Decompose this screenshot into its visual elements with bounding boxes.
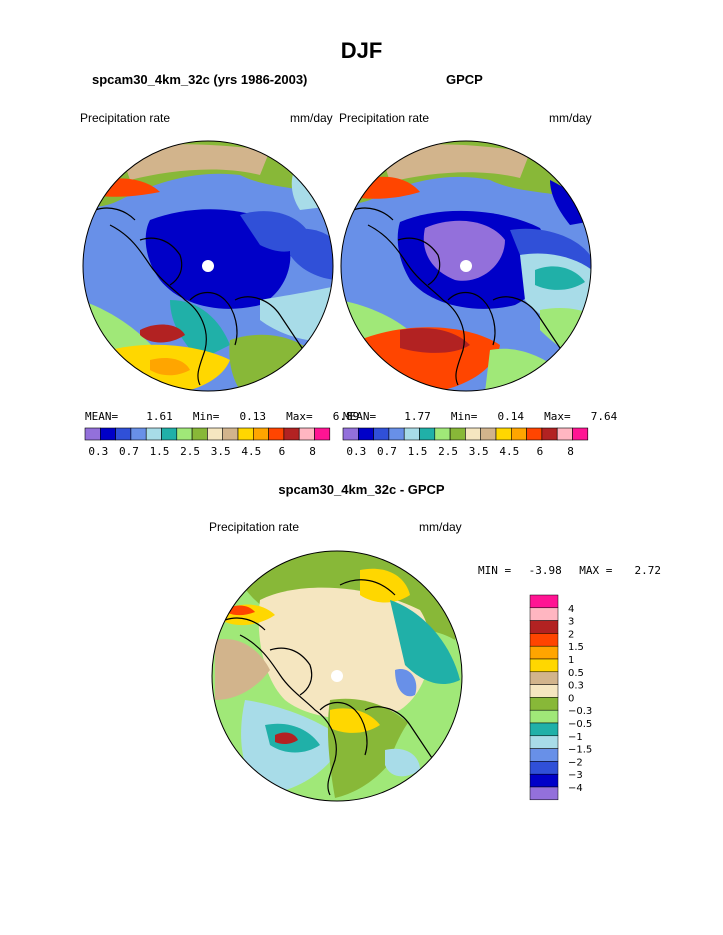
diff-colorbar-tick-label: 0.5 xyxy=(568,668,584,679)
panel-2-colorbar: 0.3 0.7 1.5 2.5 3.5 4.5 6 8 xyxy=(342,427,589,458)
panel-1-colorbar-tick-label: 8 xyxy=(309,445,316,458)
diff-coastlines xyxy=(224,579,441,796)
panel-1-colorbar-tick-label: 4.5 xyxy=(241,445,261,458)
panel-2-min-label: Min= xyxy=(450,410,478,423)
diff-colorbar-swatch xyxy=(529,773,559,788)
panel-1-colorbar-tick-label: 0.7 xyxy=(119,445,139,458)
panel-2-colorbar-tick-label: 8 xyxy=(567,445,574,458)
panel-1-min-label: Min= xyxy=(192,410,220,423)
diff-pole-marker xyxy=(331,670,343,682)
diff-colorbar-swatch xyxy=(529,645,559,660)
panel-1-title: spcam30_4km_32c (yrs 1986-2003) xyxy=(92,72,308,87)
diff-colorbar-swatch xyxy=(529,697,559,711)
panel-1-mean-value: 1.61 xyxy=(146,410,173,423)
panel-2-pole-marker xyxy=(460,260,472,272)
panel-2-mean-label: MEAN= xyxy=(343,410,377,423)
panel-2-title: GPCP xyxy=(446,72,483,87)
diff-colorbar-swatch xyxy=(529,607,559,621)
diff-colorbar-swatch xyxy=(529,594,559,609)
diff-max-value: 2.72 xyxy=(634,564,662,577)
panel-1-colorbar-tick-label: 1.5 xyxy=(150,445,170,458)
diff-colorbar-swatch xyxy=(529,684,559,698)
panel-2-colorbar-tick-label: 4.5 xyxy=(499,445,519,458)
panel-2-colorbar-tick-label: 0.7 xyxy=(377,445,397,458)
diff-colorbar-tick-label: −2 xyxy=(568,757,583,768)
panel-2-max-value: 7.64 xyxy=(590,410,618,423)
diff-colorbar-swatch xyxy=(529,709,559,724)
diff-colorbar-tick-label: 3 xyxy=(568,617,574,628)
panel-1-stats: MEAN= 1.61 Min= 0.13 Max= 6.89 xyxy=(85,410,359,423)
diff-colorbar-tick-label: 0 xyxy=(568,693,574,704)
diff-colorbar-swatch xyxy=(529,786,559,801)
panel-1-colorbar: 0.3 0.7 1.5 2.5 3.5 4.5 6 8 xyxy=(84,427,331,458)
panel-1-max-label: Max= xyxy=(286,410,313,423)
diff-colorbar-swatch xyxy=(529,658,559,673)
panel-1-min-value: 0.13 xyxy=(239,410,267,423)
panel-1-max-value: 6.89 xyxy=(332,410,360,423)
diff-colorbar-tick-label: 1 xyxy=(568,655,574,666)
panel-2-colorbar-tick-label: 2.5 xyxy=(438,445,458,458)
panel-1-colorbar-tick-label: 6 xyxy=(279,445,286,458)
panel-1-variable-label: Precipitation rate xyxy=(80,111,171,125)
diff-colorbar-swatch xyxy=(529,633,559,647)
diff-colorbar-swatch xyxy=(529,620,559,634)
panel-2-variable-label: Precipitation rate xyxy=(339,111,430,125)
panel-1-colorbar-swatch xyxy=(314,427,331,441)
panel-2-colorbar-tick-label: 3.5 xyxy=(469,445,489,458)
panel-2-colorbar-tick-label: 6 xyxy=(537,445,544,458)
panel-2-coastlines xyxy=(352,207,569,386)
panel-1-colorbar-tick-label: 2.5 xyxy=(180,445,200,458)
panel-1-colorbar-tick-label: 0.3 xyxy=(88,445,108,458)
panel-2-colorbar-tick-label: 0.3 xyxy=(346,445,366,458)
panel-1-pole-marker xyxy=(202,260,214,272)
diff-colorbar-tick-label: −4 xyxy=(568,783,583,794)
diff-colorbar-swatch xyxy=(529,722,559,737)
diff-min-label: MIN = xyxy=(478,564,512,577)
panel-2-colorbar-swatch xyxy=(572,427,589,441)
diff-colorbar-tick-label: 0.3 xyxy=(568,681,584,692)
diff-colorbar-swatch xyxy=(529,671,559,685)
diff-min-value: -3.98 xyxy=(528,564,562,577)
panel-2-mean-value: 1.77 xyxy=(404,410,431,423)
panel-2-colorbar-tick-label: 1.5 xyxy=(408,445,428,458)
diff-colorbar: 4 32 1.5 1 0.5 0.30 −0.3 −0.5 −1 −1.5−2 −3 −4 xyxy=(529,594,592,801)
diff-colorbar-tick-label: −1.5 xyxy=(568,745,592,756)
panel-1-units-label: mm/day xyxy=(290,111,333,125)
panel-2-units-label: mm/day xyxy=(549,111,592,125)
diff-colorbar-tick-label: −3 xyxy=(568,770,583,781)
panel-2-min-value: 0.14 xyxy=(497,410,525,423)
diff-panel-minmax: MIN = -3.98 MAX = 2.72 xyxy=(478,564,661,577)
diff-colorbar-swatch xyxy=(529,748,559,762)
diff-colorbar-tick-label: −0.3 xyxy=(568,706,592,717)
diff-colorbar-tick-label: 2 xyxy=(568,629,574,640)
diff-precip-field xyxy=(212,551,462,801)
diff-colorbar-tick-label: −1 xyxy=(568,732,583,743)
diff-panel-title: spcam30_4km_32c - GPCP xyxy=(278,482,445,497)
diff-panel-units-label: mm/day xyxy=(419,520,462,534)
diff-colorbar-tick-label: 1.5 xyxy=(568,642,584,653)
figure-title: DJF xyxy=(340,38,383,63)
diff-max-label: MAX = xyxy=(579,564,613,577)
panel-2-stats: MEAN= 1.77 Min= 0.14 Max= 7.64 xyxy=(343,410,617,423)
panel-1-coastlines xyxy=(94,207,311,386)
panel-1-colorbar-tick-label: 3.5 xyxy=(211,445,231,458)
panel-2-max-label: Max= xyxy=(544,410,571,423)
diff-colorbar-tick-label: −0.5 xyxy=(568,719,592,730)
diff-colorbar-tick-label: 4 xyxy=(568,604,574,615)
diff-panel-variable-label: Precipitation rate xyxy=(209,520,300,534)
diff-colorbar-swatch xyxy=(529,761,559,775)
panel-1-mean-label: MEAN= xyxy=(85,410,119,423)
diff-colorbar-swatch xyxy=(529,735,559,749)
